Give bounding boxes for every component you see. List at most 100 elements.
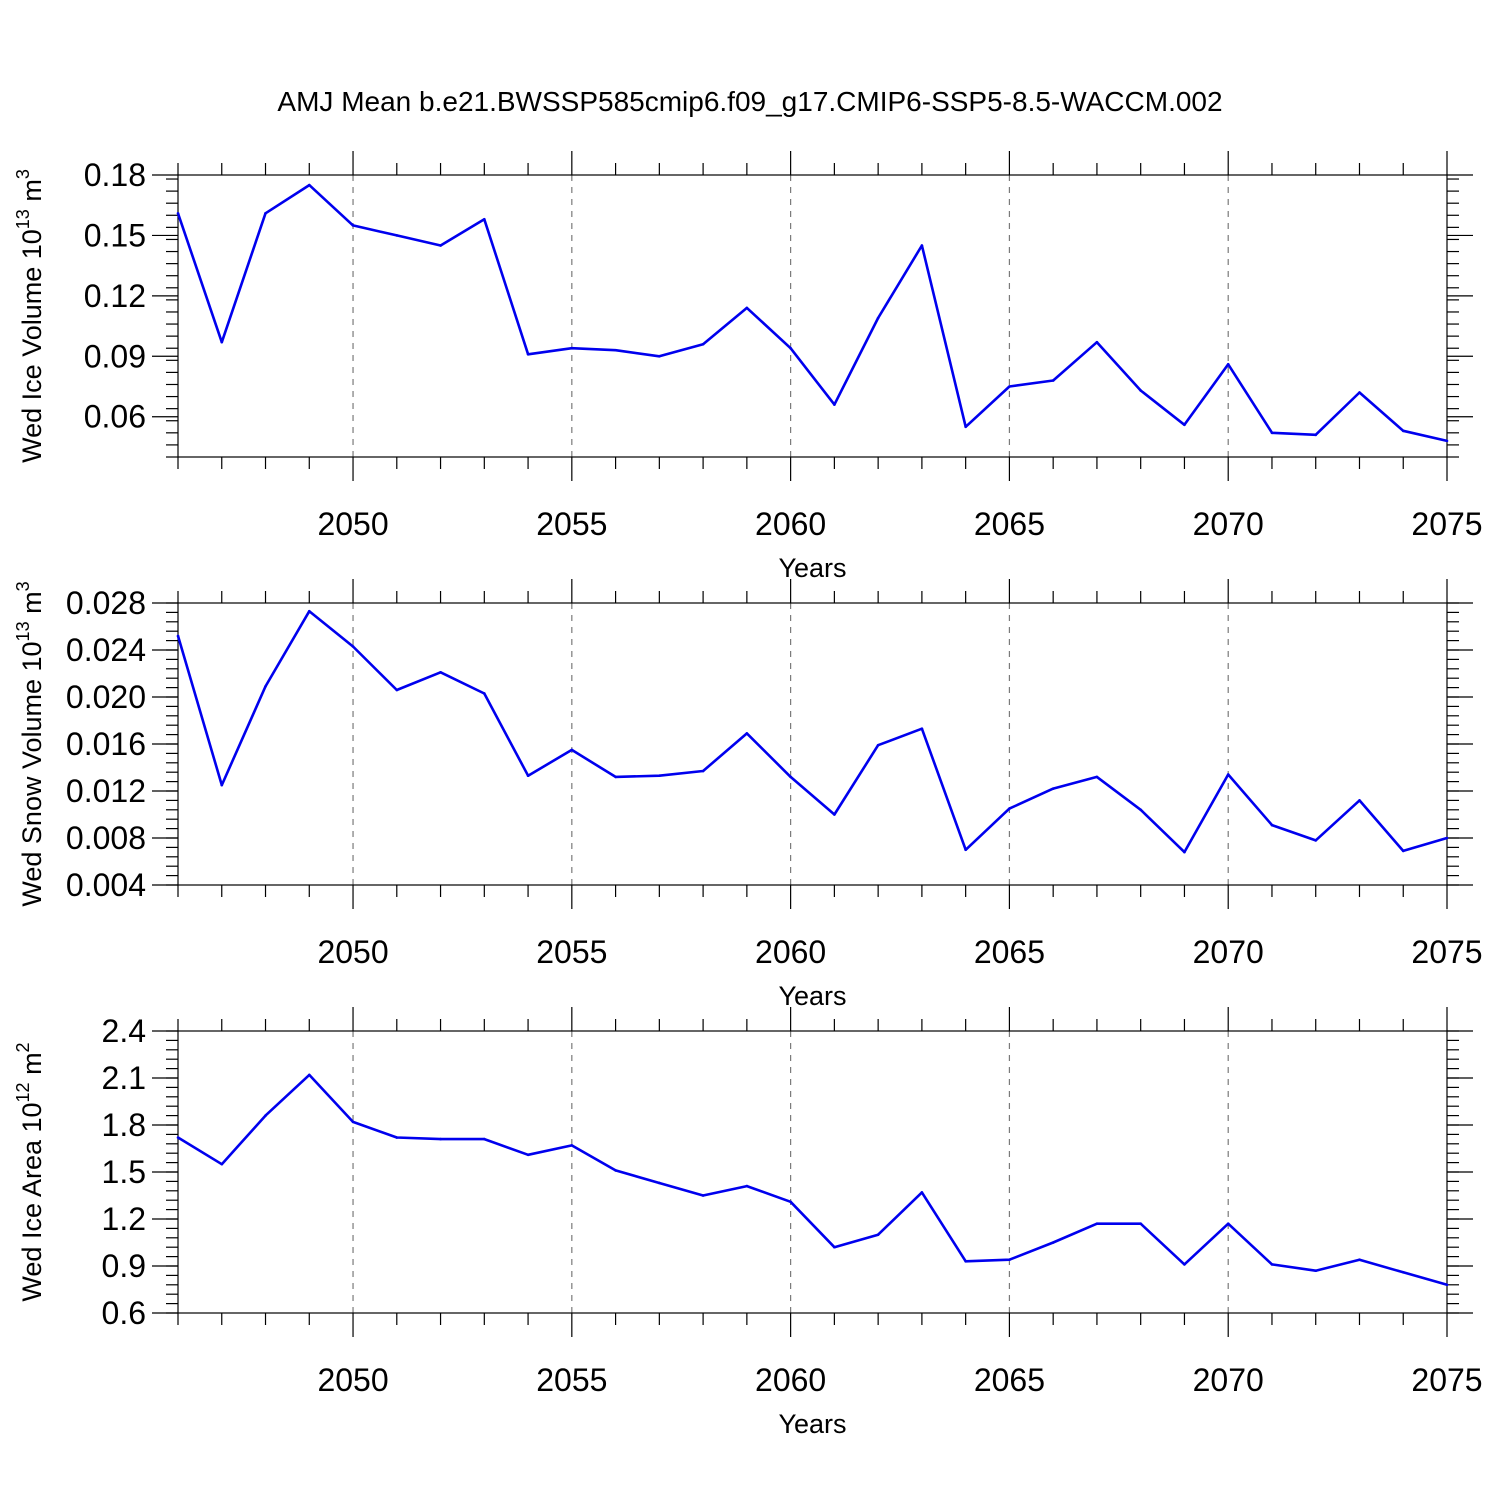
data-point-2054: [526, 1153, 530, 1157]
data-point-2046: [176, 634, 180, 638]
y-axis-label-unit-exponent: 2: [13, 1042, 33, 1052]
x-tick-label: 2075: [1411, 934, 1482, 970]
data-point-2073: [1358, 391, 1361, 394]
data-point-2052: [439, 671, 442, 674]
data-point-2070: [1226, 1222, 1230, 1225]
data-point-2051: [395, 234, 399, 237]
data-point-2069: [1183, 423, 1186, 427]
data-point-2068: [1139, 1222, 1142, 1225]
y-tick-label: 0.016: [66, 726, 146, 762]
data-point-2072: [1314, 1269, 1318, 1272]
y-tick-label: 0.012: [66, 773, 146, 809]
data-point-2063: [920, 727, 924, 731]
data-point-2066: [1051, 787, 1055, 790]
y-tick-label: 0.028: [66, 585, 146, 621]
data-point-2054: [526, 774, 530, 778]
y-tick-label: 2.4: [102, 1013, 146, 1049]
data-point-2052: [439, 1137, 442, 1141]
x-tick-label: 2050: [317, 506, 388, 542]
data-point-2074: [1401, 1270, 1405, 1274]
data-point-2075: [1445, 1283, 1449, 1287]
data-point-2055: [570, 346, 574, 350]
data-point-2070: [1226, 363, 1230, 366]
data-point-2049: [307, 1073, 311, 1077]
y-axis-label-main: Wed Ice Area 10: [17, 1102, 47, 1301]
y-tick-label: 0.18: [84, 157, 146, 193]
data-point-2046: [176, 1136, 180, 1139]
y-tick-label: 0.020: [66, 679, 146, 715]
data-point-2056: [614, 775, 617, 779]
data-point-2058: [701, 342, 705, 346]
data-point-2061: [833, 1245, 836, 1249]
data-point-2064: [964, 1260, 967, 1263]
x-tick-label: 2065: [974, 1362, 1045, 1398]
data-point-2073: [1358, 1258, 1361, 1262]
data-point-2060: [789, 1200, 792, 1204]
data-point-2062: [876, 1233, 880, 1236]
chart-panel-3: 0.6 0.9 1.2 1.5 1.8 2.1 2.4 2050 2055 2060 2065 207…: [13, 1007, 1483, 1439]
y-axis-label-unit: m: [17, 1052, 47, 1082]
data-point-2065: [1008, 1258, 1011, 1262]
data-point-2051: [395, 688, 399, 692]
data-point-2074: [1401, 429, 1405, 433]
data-point-2046: [176, 211, 180, 215]
data-point-2075: [1445, 836, 1449, 840]
data-point-2050: [351, 1120, 355, 1124]
series-line: [177, 1073, 1448, 1287]
y-tick-label: 2.1: [102, 1060, 146, 1096]
data-point-2055: [570, 1144, 574, 1147]
data-point-2049: [307, 183, 311, 187]
y-axis-label-unit: m: [17, 179, 47, 209]
data-point-2049: [307, 609, 311, 613]
data-point-2056: [614, 1169, 617, 1172]
y-tick-label: 0.024: [66, 632, 146, 668]
plot-frame: [177, 1030, 1448, 1314]
data-point-2073: [1358, 799, 1361, 802]
data-point-2048: [264, 685, 267, 688]
data-point-2061: [833, 813, 836, 816]
x-tick-label: 2075: [1411, 1362, 1482, 1398]
x-axis-label: Years: [778, 981, 846, 1011]
data-point-2057: [658, 1181, 661, 1185]
y-tick-label: 0.15: [84, 217, 146, 253]
data-point-2047: [220, 1162, 224, 1166]
y-tick-label: 0.06: [84, 399, 146, 435]
x-tick-label: 2070: [1193, 1362, 1264, 1398]
data-point-2048: [264, 211, 267, 215]
data-point-2057: [658, 354, 661, 358]
y-axis-label-unit-exponent: 3: [13, 581, 33, 591]
y-axis-label-main: Wed Ice Volume 10: [17, 229, 47, 463]
data-point-2074: [1401, 849, 1405, 853]
x-tick-label: 2050: [317, 1362, 388, 1398]
data-point-2064: [964, 848, 967, 852]
chart-panel-2: 0.004 0.008 0.012 0.016 0.020 0.024 0.028 2050 2…: [13, 579, 1483, 1011]
chart-title: AMJ Mean b.e21.BWSSP585cmip6.f09_g17.CMI…: [277, 86, 1222, 117]
panels: 0.06 0.09 0.12 0.15 0.18 2050 2055 2060 2065 2070…: [13, 151, 1483, 1439]
data-point-2063: [920, 1191, 924, 1194]
data-point-2068: [1139, 389, 1142, 392]
data-point-2063: [920, 244, 924, 247]
y-axis-label-exponent: 12: [13, 1082, 33, 1102]
data-point-2061: [833, 403, 836, 406]
data-point-2067: [1095, 775, 1099, 779]
data-point-2052: [439, 244, 442, 247]
data-point-2059: [745, 732, 749, 735]
data-point-2068: [1139, 808, 1142, 812]
data-point-2053: [483, 218, 486, 221]
y-axis-label: Wed Ice Area 1012 m2: [13, 1042, 47, 1301]
y-tick-label: 0.12: [84, 278, 146, 314]
x-tick-label: 2070: [1193, 934, 1264, 970]
data-point-2060: [789, 775, 792, 779]
data-point-2062: [876, 316, 880, 320]
data-point-2075: [1445, 439, 1449, 443]
data-point-2058: [701, 769, 705, 773]
x-tick-label: 2065: [974, 506, 1045, 542]
data-point-2064: [964, 425, 967, 429]
data-point-2066: [1051, 1241, 1055, 1244]
data-point-2053: [483, 1137, 486, 1141]
data-point-2071: [1270, 1263, 1274, 1266]
plot-frame: [177, 174, 1448, 458]
x-axis-label: Years: [778, 553, 846, 583]
y-tick-label: 1.5: [102, 1154, 146, 1190]
